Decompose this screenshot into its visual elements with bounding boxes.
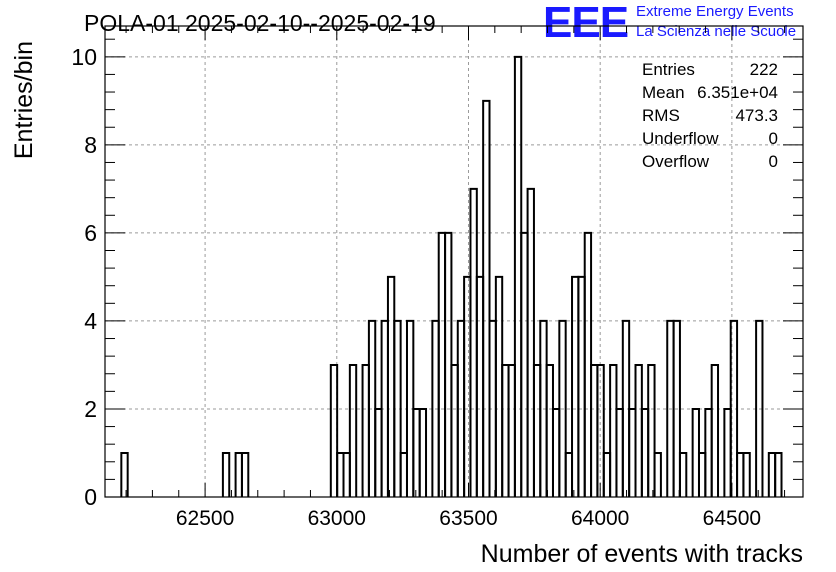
histogram-bin xyxy=(558,319,567,497)
stats-row-underflow: Underflow 0 xyxy=(642,127,778,150)
histogram-bin xyxy=(742,451,751,497)
stats-label: Entries xyxy=(642,60,695,79)
y-tick-label: 2 xyxy=(84,396,97,422)
y-axis-title: Entries/bin xyxy=(10,41,38,159)
y-tick-label: 8 xyxy=(84,132,97,158)
histogram-bin xyxy=(678,451,688,497)
eee-logo: EEE xyxy=(543,0,629,47)
plot-frame xyxy=(104,25,804,498)
stats-row-mean: Mean 6.351e+04 xyxy=(642,81,778,104)
x-tick-label: 64500 xyxy=(703,507,761,530)
y-tick-label: 10 xyxy=(71,44,97,70)
stats-box: Entries 222 Mean 6.351e+04 RMS 473.3 Und… xyxy=(642,58,778,173)
stats-value: 0 xyxy=(768,152,778,171)
stats-row-overflow: Overflow 0 xyxy=(642,150,778,173)
x-tick-label: 63000 xyxy=(308,507,366,530)
histogram-bin xyxy=(221,451,231,497)
y-tick-label: 0 xyxy=(84,484,97,510)
stats-label: Overflow xyxy=(642,152,710,171)
stats-label: RMS xyxy=(642,106,680,125)
chart-title: POLA-01 2025-02-10--2025-02-19 xyxy=(84,10,436,36)
histogram-bin xyxy=(120,451,129,497)
x-axis-title: Number of events with tracks xyxy=(481,540,803,568)
histogram-bin xyxy=(672,319,681,497)
histogram-bin xyxy=(596,363,605,497)
histogram-bin xyxy=(482,99,491,497)
histogram-bin xyxy=(329,363,339,497)
histogram-bin xyxy=(240,451,250,497)
histogram-bin xyxy=(647,363,656,497)
histogram-bin xyxy=(729,319,739,497)
x-tick-label: 63500 xyxy=(439,507,497,530)
logo-line-1: Extreme Energy Events xyxy=(636,3,794,20)
histogram-bin xyxy=(755,319,764,497)
stats-label: Underflow xyxy=(642,129,719,148)
stats-value: 6.351e+04 xyxy=(697,83,778,102)
logo-line-2: La Scienza nelle Scuole xyxy=(636,23,797,40)
y-tick-label: 6 xyxy=(84,220,97,246)
histogram-bin xyxy=(653,451,662,497)
y-tick-label: 4 xyxy=(84,308,97,334)
histogram-bin xyxy=(710,363,720,497)
histogram-bin xyxy=(526,187,535,497)
stats-value: 222 xyxy=(749,60,778,79)
x-tick-label: 64000 xyxy=(571,507,629,530)
stats-value: 0 xyxy=(768,129,778,148)
x-tick-label: 62500 xyxy=(176,507,234,530)
stats-row-rms: RMS 473.3 xyxy=(642,104,778,127)
histogram-bin xyxy=(418,407,428,497)
stats-value: 473.3 xyxy=(735,106,778,125)
histogram-bin xyxy=(393,319,402,497)
stats-label: Mean xyxy=(642,83,685,102)
stats-row-entries: Entries 222 xyxy=(642,58,778,81)
histogram-bin xyxy=(348,363,358,497)
histogram-bin xyxy=(774,451,783,497)
